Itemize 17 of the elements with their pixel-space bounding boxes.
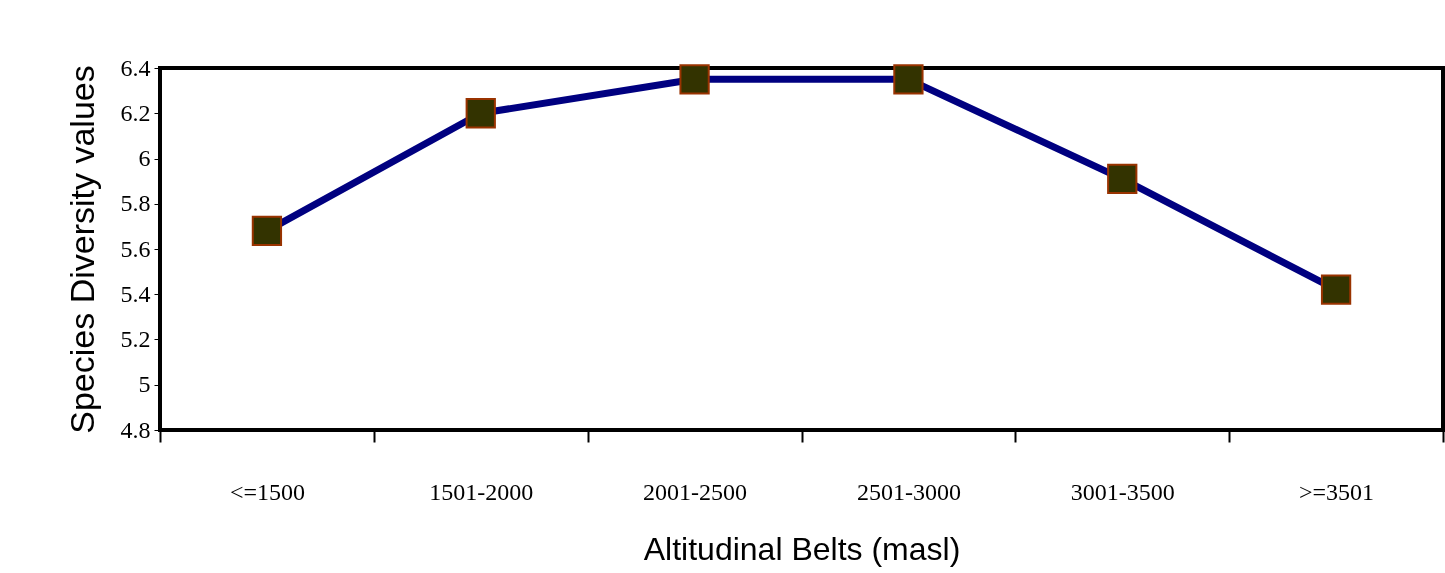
x-tick-label: 1501-2000 (429, 478, 534, 505)
y-tick-label: 5.6 (120, 235, 151, 262)
y-tick-label: 5.2 (120, 326, 151, 352)
x-axis-title: Altitudinal Belts (masl) (643, 530, 961, 567)
y-tick-label: 5.8 (120, 190, 151, 217)
y-axis-title: Species Diversity values (62, 65, 101, 434)
x-tick-label: 3001-3500 (1070, 478, 1175, 505)
x-tick-label: >=3501 (1299, 478, 1375, 505)
y-tick-label: 4.8 (120, 416, 151, 443)
y-tick-label: 6 (138, 145, 151, 171)
y-tick-label: 6.4 (120, 54, 151, 81)
x-tick-label: 2501-3000 (856, 478, 961, 505)
x-tick-label: <=1500 (229, 478, 305, 505)
y-tick-label: 5.4 (120, 280, 151, 307)
y-tick-label: 6.2 (120, 99, 151, 126)
x-tick-label: 2001-2500 (643, 478, 748, 505)
y-tick-label: 5 (138, 371, 151, 398)
